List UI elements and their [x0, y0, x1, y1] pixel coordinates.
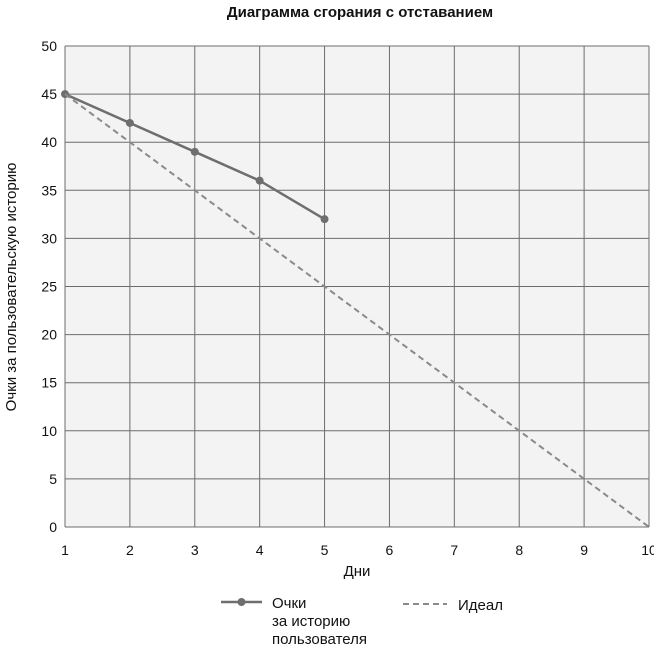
- y-axis-label: Очки за пользовательскую историю: [3, 163, 20, 412]
- y-tick-label: 25: [41, 279, 57, 295]
- y-tick-label: 5: [49, 471, 57, 487]
- legend-label-line: за историю: [272, 613, 350, 630]
- x-tick-label: 9: [580, 542, 588, 558]
- x-tick-label: 10: [641, 542, 654, 558]
- x-tick-label: 6: [386, 542, 394, 558]
- y-tick-label: 20: [41, 327, 57, 343]
- legend-label-line: пользователя: [272, 631, 367, 648]
- x-tick-label: 8: [515, 542, 523, 558]
- y-tick-label: 35: [41, 182, 57, 198]
- legend-label-story-points: Очки за историю пользователя: [272, 595, 367, 648]
- data-point: [125, 118, 134, 127]
- grid: [64, 45, 650, 528]
- x-tick-label: 4: [256, 542, 264, 558]
- legend-item-ideal: Идеал: [403, 597, 503, 614]
- series-line-1: [64, 93, 650, 528]
- x-tick-label: 5: [321, 542, 329, 558]
- x-tick-label: 3: [191, 542, 199, 558]
- y-axis-ticks: 0 5 10 15 20 25 30 35 40 45 50: [41, 38, 57, 535]
- legend-label-line: Очки: [272, 595, 306, 612]
- x-axis-ticks: 1 2 3 4 5 6 7 8 9 10: [61, 542, 654, 558]
- y-tick-label: 15: [41, 375, 57, 391]
- series: [61, 90, 650, 528]
- y-tick-label: 50: [41, 38, 57, 54]
- x-tick-label: 2: [126, 542, 134, 558]
- legend: Очки за историю пользователя Идеал: [221, 595, 503, 648]
- y-tick-label: 45: [41, 86, 57, 102]
- y-tick-label: 30: [41, 230, 57, 246]
- y-tick-label: 0: [49, 519, 57, 535]
- legend-swatch-marker: [237, 598, 246, 606]
- chart-title: Диаграмма сгорания с отставанием: [227, 4, 493, 21]
- data-point: [255, 176, 264, 185]
- y-tick-label: 40: [41, 134, 57, 150]
- y-tick-label: 10: [41, 423, 57, 439]
- legend-item-story-points: Очки за историю пользователя: [221, 595, 367, 648]
- data-point: [320, 215, 329, 224]
- x-axis-label: Дни: [344, 563, 371, 580]
- x-tick-label: 1: [61, 542, 69, 558]
- legend-label-ideal: Идеал: [458, 597, 503, 614]
- x-tick-label: 7: [450, 542, 458, 558]
- data-point: [190, 147, 199, 156]
